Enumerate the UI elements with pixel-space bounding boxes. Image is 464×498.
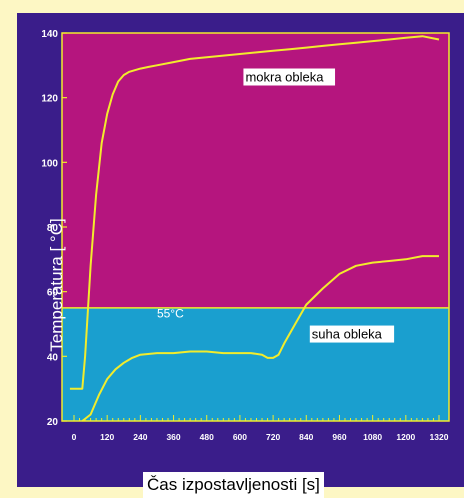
series-label: mokra obleka [245,70,324,85]
series-line [81,255,439,422]
threshold-label: 55°C [157,307,184,321]
series-label-box [309,325,395,343]
series-label: suha obleka [312,327,383,342]
y-tick-label: 80 [47,223,59,234]
chart-plot: 20 40 60 80 100 120 140 0 120 240 360 480 600 720 840 9… [41,29,450,442]
x-tick-label: 1200 [396,432,415,442]
chart-panel: 20 40 60 80 100 120 140 0 120 240 360 480 600 720 840 9… [17,13,464,498]
x-tick-label: 720 [266,432,280,442]
threshold-band [62,307,449,421]
x-tick-label: 240 [133,432,147,442]
x-tick-label: 0 [72,432,77,442]
x-tick-label: 1320 [430,432,449,442]
y-tick-label: 140 [41,29,58,40]
series-line [69,35,440,390]
y-tick-label: 40 [47,352,59,363]
y-tick-label: 60 [47,288,59,299]
y-tick-label: 120 [41,94,58,105]
x-axis-label: Čas izpostavljenosti [s] [143,472,324,498]
y-tick-label: 20 [47,417,59,428]
x-tick-label: 960 [332,432,346,442]
x-tick-label: 120 [100,432,114,442]
x-tick-label: 600 [233,432,247,442]
y-tick-label: 100 [41,158,58,169]
x-tick-label: 480 [200,432,214,442]
x-tick-label: 840 [299,432,313,442]
y-axis-label: Temperatura [ °C] [47,218,66,352]
x-tick-label: 1080 [363,432,382,442]
series-label-box [243,68,336,86]
x-tick-label: 360 [166,432,180,442]
